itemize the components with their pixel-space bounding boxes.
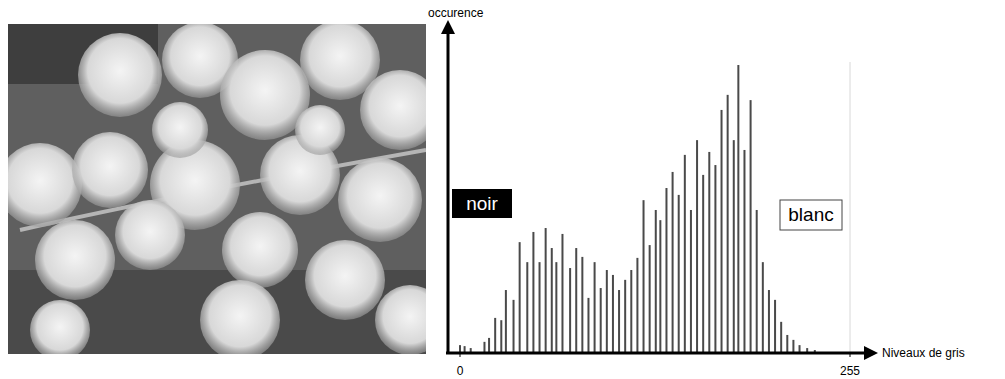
range-end-line: [850, 62, 851, 353]
photo-flower: [360, 70, 426, 150]
photo-flower: [8, 143, 82, 227]
y-axis-label: occurence: [428, 6, 484, 20]
histogram-bar: [612, 275, 614, 353]
histogram-bar: [774, 300, 776, 353]
axes: [441, 20, 878, 360]
histogram-bar: [672, 172, 674, 353]
histogram-bar: [539, 262, 541, 353]
histogram-bar: [659, 220, 661, 353]
x-tick: [850, 353, 851, 357]
photo-flower: [338, 158, 422, 242]
histogram-bar: [743, 150, 745, 353]
histogram-bar: [678, 195, 680, 353]
histogram-bar: [488, 338, 490, 353]
photo-flower: [72, 132, 148, 208]
histogram-bar: [750, 100, 752, 353]
histogram-bar: [569, 268, 571, 353]
histogram-bar: [555, 262, 557, 353]
histogram-bar: [618, 290, 620, 353]
photo-flower: [35, 220, 115, 300]
histogram-bar: [768, 290, 770, 353]
y-axis-arrow: [441, 20, 455, 34]
histogram-bar: [575, 248, 577, 353]
photo: [8, 24, 426, 354]
histogram-bar: [587, 298, 589, 353]
histogram-bar: [649, 245, 651, 353]
histogram-bar: [600, 288, 602, 353]
histogram-bar: [551, 248, 553, 353]
histogram-bar: [786, 335, 788, 353]
histogram-bar: [519, 242, 521, 353]
histogram-bar: [500, 320, 502, 353]
x-tick-label: 0: [457, 364, 464, 378]
histogram-bar: [714, 165, 716, 353]
histogram-bar: [483, 342, 485, 353]
annotation: noir: [466, 193, 498, 214]
histogram-bar: [624, 280, 626, 353]
photo-flower: [78, 33, 162, 117]
histogram-bar: [594, 262, 596, 353]
histogram-bar: [655, 210, 657, 353]
x-tick-label: 255: [840, 364, 860, 378]
annotation-box-dark: [452, 189, 512, 218]
photo-flower: [305, 240, 385, 320]
histogram-bar: [505, 290, 507, 353]
histogram-bar: [636, 258, 638, 353]
histogram-bar: [532, 232, 534, 353]
histogram-bar: [606, 270, 608, 353]
x-axis-label: Niveaux de gris: [882, 346, 965, 360]
histogram-bar: [581, 257, 583, 353]
histogram-bar: [737, 65, 739, 353]
histogram-bar: [708, 152, 710, 353]
histogram-bar: [545, 228, 547, 353]
histogram-bar: [696, 140, 698, 353]
photo-flower: [295, 105, 345, 155]
photo-flower: [30, 300, 90, 354]
histogram-bar: [762, 262, 764, 353]
histogram-bar: [756, 210, 758, 353]
histogram-bar: [643, 200, 645, 353]
histogram-bar: [665, 188, 667, 353]
histogram-bar: [630, 270, 632, 353]
x-tick: [460, 353, 461, 357]
x-axis: [446, 352, 868, 355]
histogram-bar: [721, 110, 723, 353]
y-axis: [447, 30, 450, 354]
photo-flower: [375, 285, 426, 354]
histogram-bar: [526, 262, 528, 353]
photo-flower: [222, 212, 298, 288]
canvas: 0 255 occurence Niveaux de gris noir blanc: [0, 0, 1005, 379]
histogram-bar: [684, 155, 686, 353]
histogram-bar: [561, 234, 563, 353]
photo-flower: [200, 280, 280, 354]
histogram-bar: [702, 175, 704, 353]
histogram-bar: [690, 210, 692, 353]
annotation: blanc: [788, 204, 833, 225]
histogram-bar: [513, 300, 515, 353]
photo-flower: [115, 200, 185, 270]
photo-flower: [152, 102, 208, 158]
histogram-bar: [727, 95, 729, 353]
histogram-bar: [792, 340, 794, 353]
bars: [459, 65, 816, 353]
histogram-bar: [733, 140, 735, 353]
x-axis-arrow: [864, 346, 878, 360]
histogram-bar: [494, 318, 496, 353]
histogram-bar: [780, 322, 782, 353]
annotation-box-light: [780, 200, 842, 230]
